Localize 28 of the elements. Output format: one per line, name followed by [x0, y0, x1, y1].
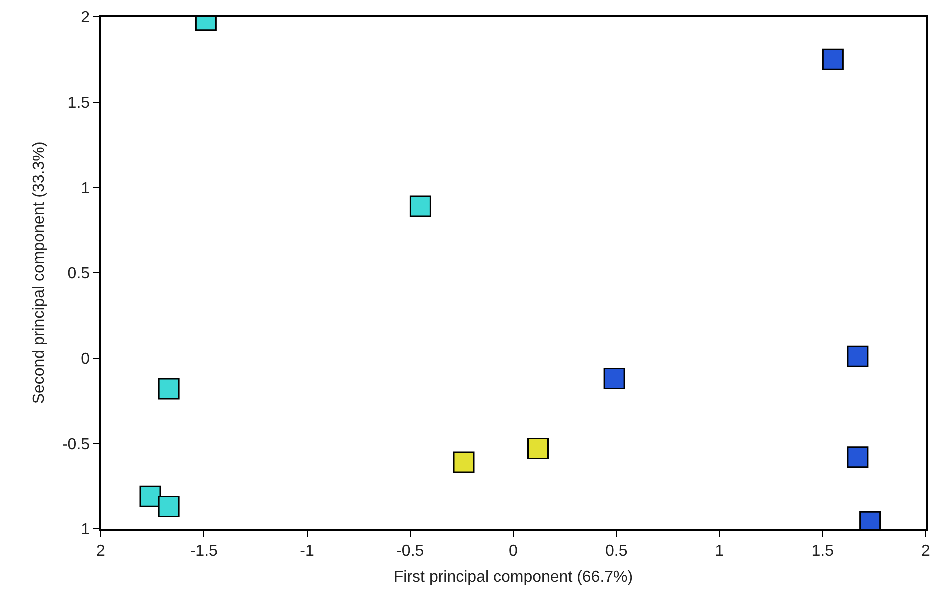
point — [158, 496, 180, 518]
x-axis-title: First principal component (66.7%) — [394, 569, 634, 586]
point — [847, 446, 869, 468]
y-tick-label: -0.5 — [62, 436, 90, 454]
y-tick-label: 1 — [81, 522, 90, 539]
x-tick-label: 2 — [922, 542, 931, 560]
point — [140, 486, 162, 508]
x-tick-label: -0.5 — [396, 542, 424, 560]
x-tick-label: 1.5 — [812, 542, 834, 560]
point — [604, 368, 626, 390]
y-tick-label: 0.5 — [68, 266, 90, 283]
y-axis-title: Second principal component (33.3%) — [30, 142, 48, 404]
x-tick-label: 0.5 — [606, 542, 628, 560]
y-tick-label: 2 — [81, 10, 90, 27]
y-tick-label: 1.5 — [68, 94, 90, 112]
x-tick-label: -1.5 — [190, 542, 218, 560]
y-tick-label: 0 — [81, 350, 90, 368]
y-tick-label: 1 — [81, 180, 90, 198]
x-tick-label: 1 — [715, 542, 724, 560]
x-tick-label: 0 — [509, 542, 518, 560]
x-tick-label: -1 — [300, 542, 314, 560]
point — [158, 378, 180, 400]
point — [847, 346, 869, 368]
point — [822, 48, 844, 70]
point — [453, 452, 475, 474]
point — [528, 438, 549, 460]
point — [410, 196, 432, 218]
x-tick-label: 2 — [96, 542, 106, 560]
